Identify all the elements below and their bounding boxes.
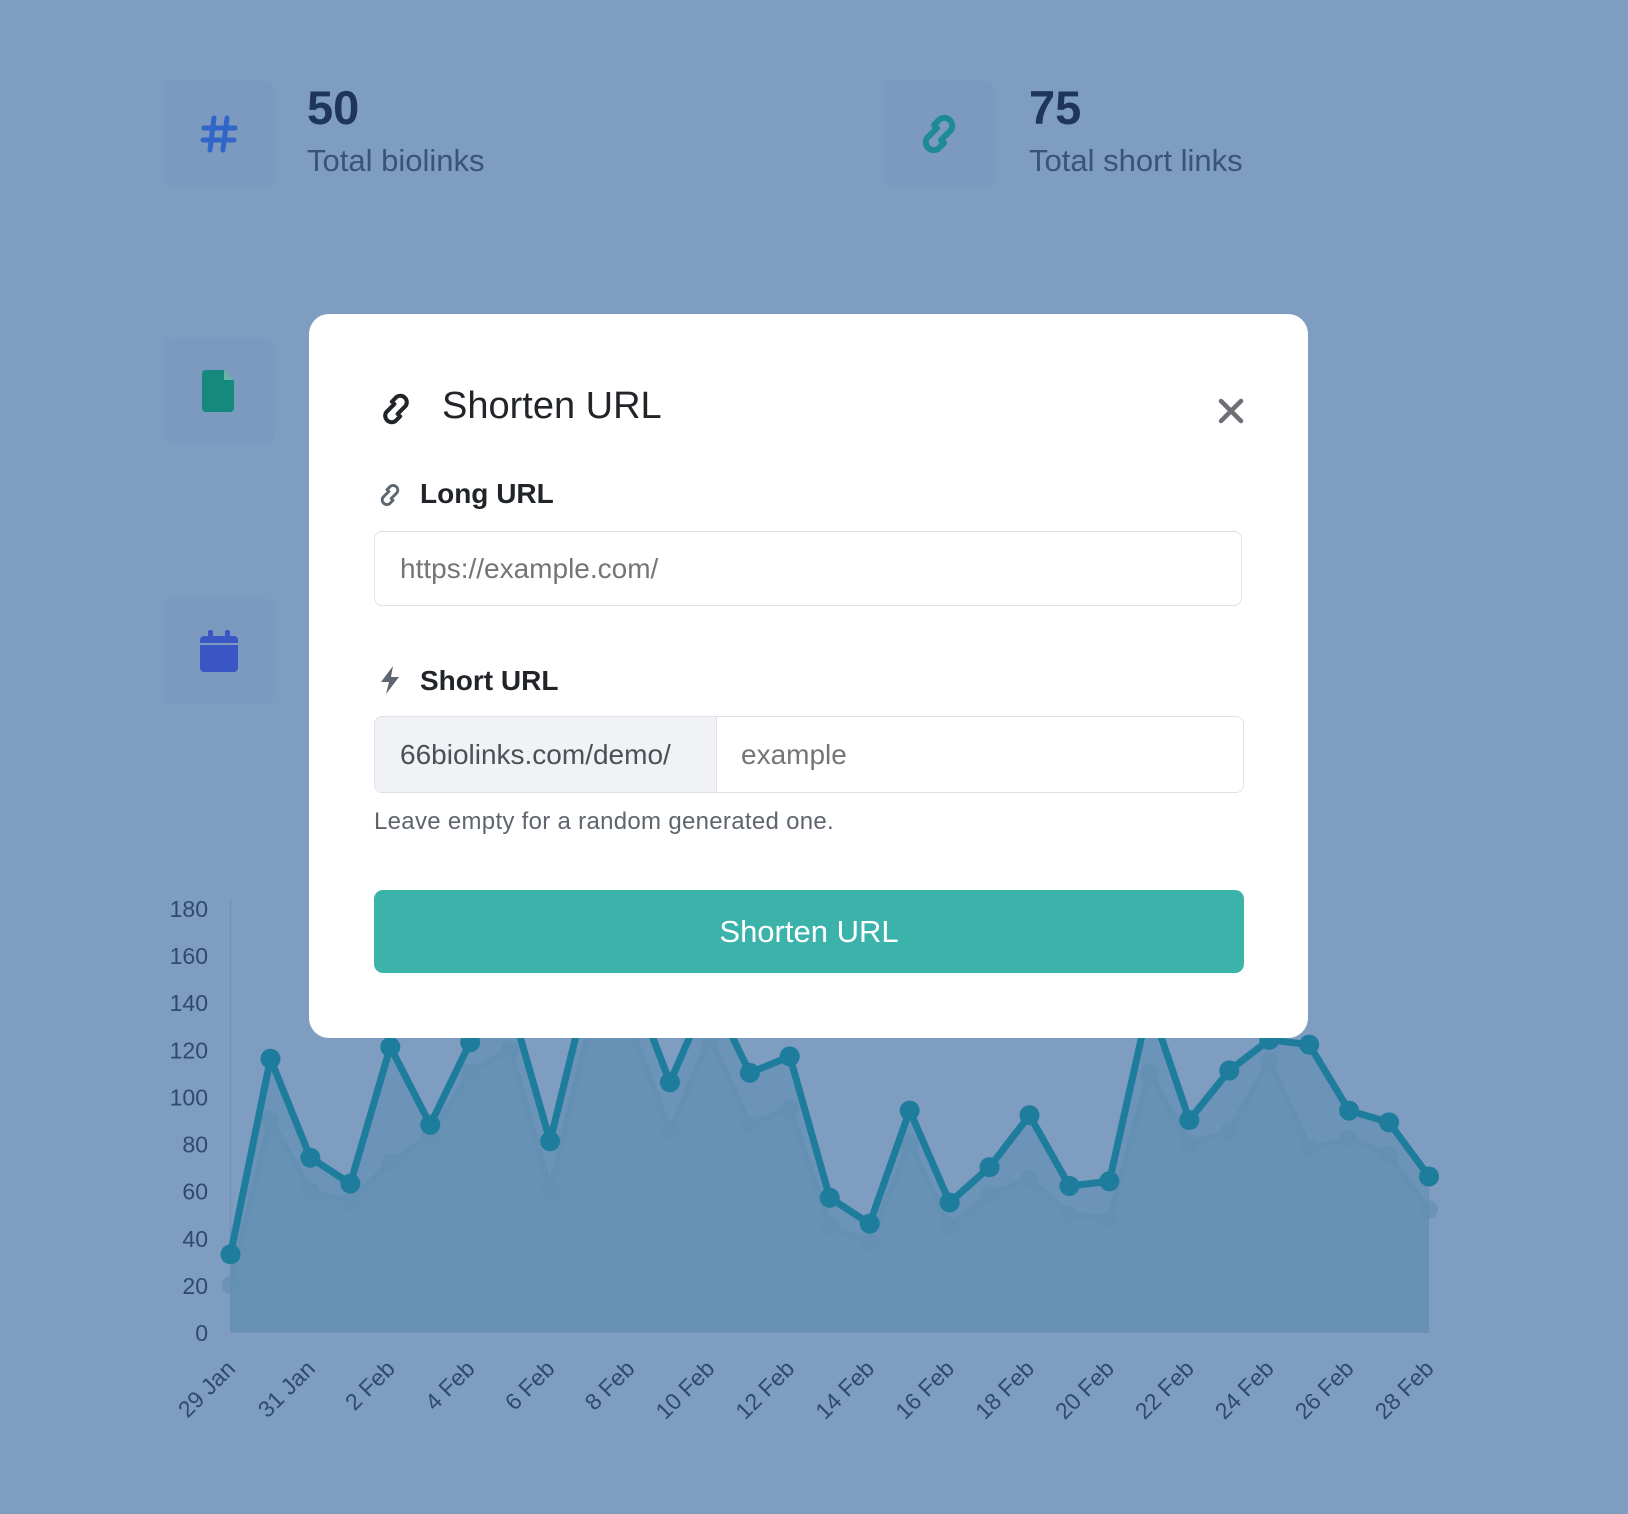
link-icon: [922, 114, 956, 154]
close-icon[interactable]: [1216, 396, 1246, 426]
series-0-point-15-Feb: [899, 1100, 920, 1121]
short-url-label: Short URL: [420, 665, 559, 696]
series-0-point-30-Jan: [260, 1048, 281, 1069]
x-tick-label: 26 Feb: [1290, 1355, 1359, 1424]
calendar-icon: [200, 630, 238, 672]
y-tick-label: 120: [170, 1037, 208, 1063]
bolt-icon: [381, 666, 399, 694]
biolinks-icon-box: [163, 81, 275, 187]
x-tick-label: 28 Feb: [1370, 1355, 1439, 1424]
x-tick-label: 6 Feb: [500, 1355, 560, 1415]
x-tick-label: 24 Feb: [1210, 1355, 1279, 1424]
series-0-point-3-Feb: [420, 1114, 441, 1135]
series-0-point-1-Feb: [340, 1173, 361, 1194]
series-0-point-2-Feb: [380, 1036, 401, 1057]
x-tick-label: 18 Feb: [970, 1355, 1039, 1424]
chart: 0 20 40 60 80 100 120 140 160 180 29 Jan 31 Jan 2 Fe…: [170, 896, 1439, 1424]
short-url-prefix: 66biolinks.com/demo/: [375, 717, 717, 792]
series-0-point-19-Feb: [1059, 1175, 1080, 1196]
x-tick-label: 12 Feb: [730, 1355, 799, 1424]
y-tick-label: 60: [182, 1179, 208, 1205]
total-biolinks-value: 50: [307, 81, 360, 134]
series-0-point-20-Feb: [1099, 1171, 1120, 1192]
total-short-links-value: 75: [1029, 81, 1082, 134]
x-tick-label: 31 Jan: [253, 1355, 320, 1422]
total-biolinks-label: Total biolinks: [307, 143, 485, 178]
shorten-url-modal: Shorten URL Long URL Short URL 66biolink…: [309, 314, 1308, 1038]
y-tick-label: 0: [195, 1320, 208, 1346]
y-tick-label: 180: [170, 896, 208, 922]
y-tick-label: 160: [170, 943, 208, 969]
series-0-point-26-Feb: [1339, 1100, 1360, 1121]
total-short-links-label: Total short links: [1029, 143, 1243, 178]
y-tick-label: 100: [170, 1084, 208, 1110]
short-url-input[interactable]: [717, 717, 1243, 792]
series-0-point-25-Feb: [1299, 1034, 1320, 1055]
y-tick-label: 140: [170, 990, 208, 1016]
link-icon: [380, 484, 400, 506]
series-0-point-11-Feb: [739, 1062, 760, 1083]
series-0-point-23-Feb: [1219, 1060, 1240, 1081]
short-url-input-group: 66biolinks.com/demo/: [374, 716, 1244, 793]
x-tick-label: 8 Feb: [580, 1355, 640, 1415]
long-url-label: Long URL: [420, 478, 554, 509]
y-tick-label: 80: [182, 1132, 208, 1158]
x-tick-label: 10 Feb: [650, 1355, 719, 1424]
modal-title: Shorten URL: [442, 385, 662, 427]
x-tick-label: 29 Jan: [173, 1355, 240, 1422]
short-links-icon-box: [883, 81, 995, 187]
shorten-url-button[interactable]: Shorten URL: [374, 890, 1244, 973]
series-0-point-27-Feb: [1379, 1112, 1400, 1133]
series-0-point-13-Feb: [819, 1187, 840, 1208]
short-url-help-text: Leave empty for a random generated one.: [374, 808, 834, 835]
series-0-point-16-Feb: [939, 1192, 960, 1213]
series-0-area: [230, 978, 1429, 1332]
y-tick-label: 20: [182, 1273, 208, 1299]
series-0-point-17-Feb: [979, 1157, 1000, 1178]
y-tick-label: 40: [182, 1226, 208, 1252]
long-url-input[interactable]: [374, 531, 1242, 606]
series-0-point-18-Feb: [1019, 1105, 1040, 1126]
x-tick-label: 2 Feb: [340, 1355, 400, 1415]
series-0-point-6-Feb: [540, 1131, 561, 1152]
series-0-point-22-Feb: [1179, 1110, 1200, 1130]
series-0-point-9-Feb: [659, 1072, 680, 1093]
x-tick-label: 20 Feb: [1050, 1355, 1119, 1424]
x-tick-label: 4 Feb: [420, 1355, 480, 1415]
series-0-point-31-Jan: [300, 1147, 321, 1168]
hash-icon: [200, 115, 238, 153]
series-0-point-14-Feb: [859, 1213, 880, 1234]
series-0-point-29-Jan: [220, 1244, 241, 1265]
series-0-point-28-Feb: [1419, 1166, 1439, 1187]
x-tick-label: 22 Feb: [1130, 1355, 1199, 1424]
calendar-icon-box: [163, 598, 275, 704]
series-0-point-12-Feb: [779, 1046, 800, 1067]
x-tick-label: 16 Feb: [890, 1355, 959, 1424]
link-icon: [383, 393, 409, 425]
file-icon: [202, 370, 234, 412]
projects-icon-box: [163, 338, 275, 444]
x-tick-label: 14 Feb: [810, 1355, 879, 1424]
